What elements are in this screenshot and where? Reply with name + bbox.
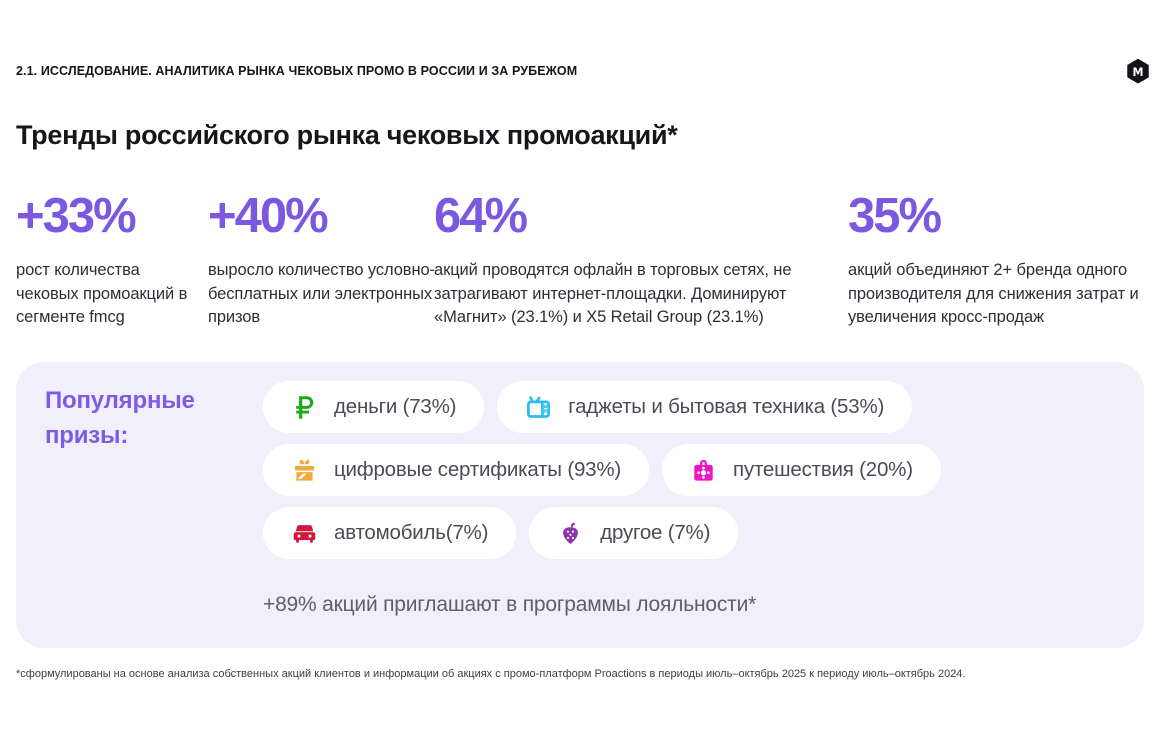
prize-pill-label: другое (7%) <box>600 521 711 544</box>
prize-pill-gadgets: гаджеты и бытовая техника (53%) <box>497 381 913 433</box>
panel-heading: Популярные призы: <box>45 387 195 449</box>
gift-icon <box>291 457 318 484</box>
ruble-icon <box>291 394 318 421</box>
brand-logo-icon: M <box>1124 58 1152 86</box>
stat-value: 35% <box>848 189 942 243</box>
car-icon <box>291 520 318 547</box>
prize-pill-label: цифровые сертификаты (93%) <box>334 458 622 481</box>
pill-row: деньги (73%) гаджеты и бытовая техника (… <box>263 381 913 433</box>
prize-pill-label: гаджеты и бытовая техника (53%) <box>568 395 885 418</box>
stat-fmcg-growth: +33% рост количества чековых промоакций … <box>16 192 206 330</box>
suitcase-icon <box>690 457 717 484</box>
stat-value: +33% <box>16 189 137 243</box>
pill-row: автомобиль(7%) друг <box>263 507 739 559</box>
stat-description: акций проводятся офлайн в торговых сетях… <box>434 261 792 327</box>
stat-free-prizes: +40% выросло количество условно-бесплатн… <box>208 192 436 330</box>
tv-icon <box>525 394 552 421</box>
prize-pill-certificates: цифровые сертификаты (93%) <box>263 444 650 496</box>
prize-pill-travel: путешествия (20%) <box>662 444 941 496</box>
grape-icon <box>557 520 584 547</box>
stat-multibrand: 35% акций объединяют 2+ бренда одного пр… <box>848 192 1156 330</box>
stat-offline-share: 64% акций проводятся офлайн в торговых с… <box>434 192 852 330</box>
footnote: *сформулированы на основе анализа собств… <box>16 668 966 680</box>
pill-row: цифровые сертификаты (93%) путешес <box>263 444 941 496</box>
prize-pill-label: автомобиль(7%) <box>334 521 489 544</box>
prize-pill-other: другое (7%) <box>529 507 739 559</box>
stat-value: +40% <box>208 189 329 243</box>
page-title: Тренды российского рынка чековых промоак… <box>16 120 678 150</box>
stat-description: акций объединяют 2+ бренда одного произв… <box>848 261 1139 327</box>
stat-description: выросло количество условно-бесплатных ил… <box>208 261 435 327</box>
stat-value: 64% <box>434 189 528 243</box>
prize-pill-car: автомобиль(7%) <box>263 507 517 559</box>
breadcrumb: 2.1. ИССЛЕДОВАНИЕ. АНАЛИТИКА РЫНКА ЧЕКОВ… <box>16 64 578 78</box>
popular-prizes-panel: Популярные призы: деньги (73%) <box>16 362 1144 648</box>
loyalty-note: +89% акций приглашают в программы лояльн… <box>263 593 757 616</box>
prize-pill-label: деньги (73%) <box>334 395 457 418</box>
stat-description: рост количества чековых промоакций в сег… <box>16 261 188 327</box>
prize-pill-label: путешествия (20%) <box>733 458 913 481</box>
prize-pill-list: деньги (73%) гаджеты и бытовая техника (… <box>263 381 941 559</box>
svg-text:M: M <box>1132 66 1143 79</box>
prize-pill-money: деньги (73%) <box>263 381 485 433</box>
